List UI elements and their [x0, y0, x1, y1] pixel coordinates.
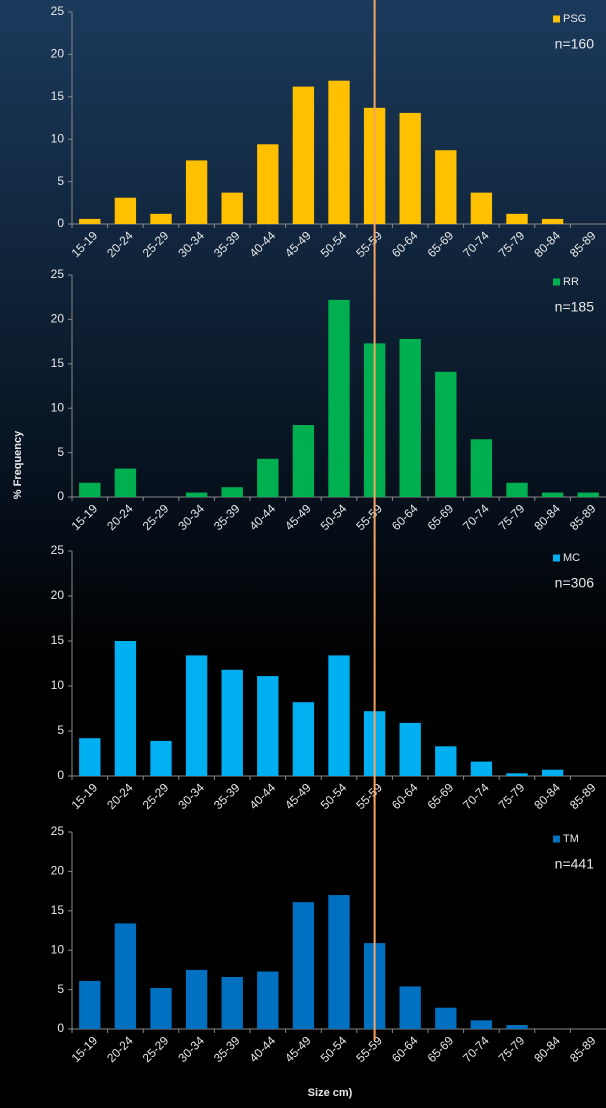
y-tick-label: 20	[51, 588, 65, 602]
bar	[292, 425, 315, 497]
bar	[292, 902, 315, 1029]
bar	[150, 740, 172, 776]
annotation: n=441	[555, 856, 595, 872]
bar	[399, 722, 421, 776]
y-tick-label: 15	[51, 356, 65, 370]
bar	[541, 769, 564, 776]
bar	[150, 213, 172, 224]
legend-swatch	[553, 15, 560, 23]
y-tick-label: 5	[57, 723, 64, 737]
y-tick-label: 25	[51, 4, 65, 18]
bar	[114, 641, 137, 776]
bar	[541, 218, 564, 224]
y-tick-label: 25	[51, 824, 65, 838]
y-axis-label: % Frequency	[12, 430, 24, 499]
annotation: n=160	[555, 36, 595, 52]
legend-label: RR	[563, 276, 579, 288]
y-tick-label: 0	[57, 1021, 64, 1035]
bar	[292, 86, 315, 225]
y-tick-label: 0	[57, 216, 64, 230]
y-tick-label: 25	[51, 267, 65, 281]
bar	[506, 213, 528, 224]
bar	[506, 1025, 528, 1029]
bar	[114, 468, 137, 497]
bar	[328, 895, 350, 1029]
bar	[328, 80, 350, 224]
bar	[328, 299, 350, 497]
bar	[541, 492, 564, 497]
legend-label: MC	[563, 552, 580, 564]
y-tick-label: 20	[51, 312, 65, 326]
y-tick-label: 20	[51, 47, 65, 61]
legend-swatch	[553, 278, 560, 286]
legend-swatch	[553, 835, 560, 843]
x-axis-label: Size cm)	[308, 1087, 353, 1099]
bar	[435, 371, 457, 497]
bar	[257, 676, 279, 776]
y-tick-label: 15	[51, 633, 65, 647]
bar	[470, 761, 493, 776]
annotation: n=185	[555, 299, 595, 315]
bar	[79, 738, 101, 776]
y-tick-label: 10	[51, 400, 65, 414]
bar	[185, 492, 208, 497]
bar	[221, 669, 243, 776]
bar	[470, 439, 493, 497]
bar	[114, 197, 137, 224]
bar	[79, 218, 101, 224]
y-tick-label: 10	[51, 678, 65, 692]
legend-label: TM	[563, 833, 579, 845]
y-tick-label: 0	[57, 489, 64, 503]
y-tick-label: 0	[57, 768, 64, 782]
bar	[399, 112, 421, 224]
y-tick-label: 20	[51, 864, 65, 878]
bar	[435, 1007, 457, 1029]
bar	[114, 923, 137, 1029]
bar	[399, 338, 421, 497]
bar	[470, 1020, 493, 1029]
bar	[470, 192, 493, 224]
bar	[506, 773, 528, 776]
bar	[185, 160, 208, 224]
y-tick-label: 5	[57, 445, 64, 459]
bar	[150, 988, 172, 1029]
bar	[399, 986, 421, 1029]
legend-swatch	[553, 554, 560, 562]
bar	[221, 976, 243, 1029]
bar	[221, 487, 243, 497]
y-tick-label: 10	[51, 942, 65, 956]
y-tick-label: 5	[57, 982, 64, 996]
y-tick-label: 5	[57, 174, 64, 188]
bar	[257, 144, 279, 224]
bar	[79, 980, 101, 1029]
bar	[221, 192, 243, 224]
bar	[328, 655, 350, 776]
bar	[506, 482, 528, 497]
legend-label: PSG	[563, 13, 586, 25]
y-tick-label: 15	[51, 89, 65, 103]
bar	[435, 150, 457, 224]
bar	[577, 492, 599, 497]
annotation: n=306	[555, 575, 595, 591]
y-tick-label: 10	[51, 131, 65, 145]
y-tick-label: 25	[51, 543, 65, 557]
bar	[435, 746, 457, 776]
y-tick-label: 15	[51, 903, 65, 917]
bar	[292, 702, 315, 776]
bar	[185, 655, 208, 776]
bar	[257, 971, 279, 1029]
bar	[79, 482, 101, 497]
bar	[185, 969, 208, 1029]
bar	[257, 458, 279, 497]
